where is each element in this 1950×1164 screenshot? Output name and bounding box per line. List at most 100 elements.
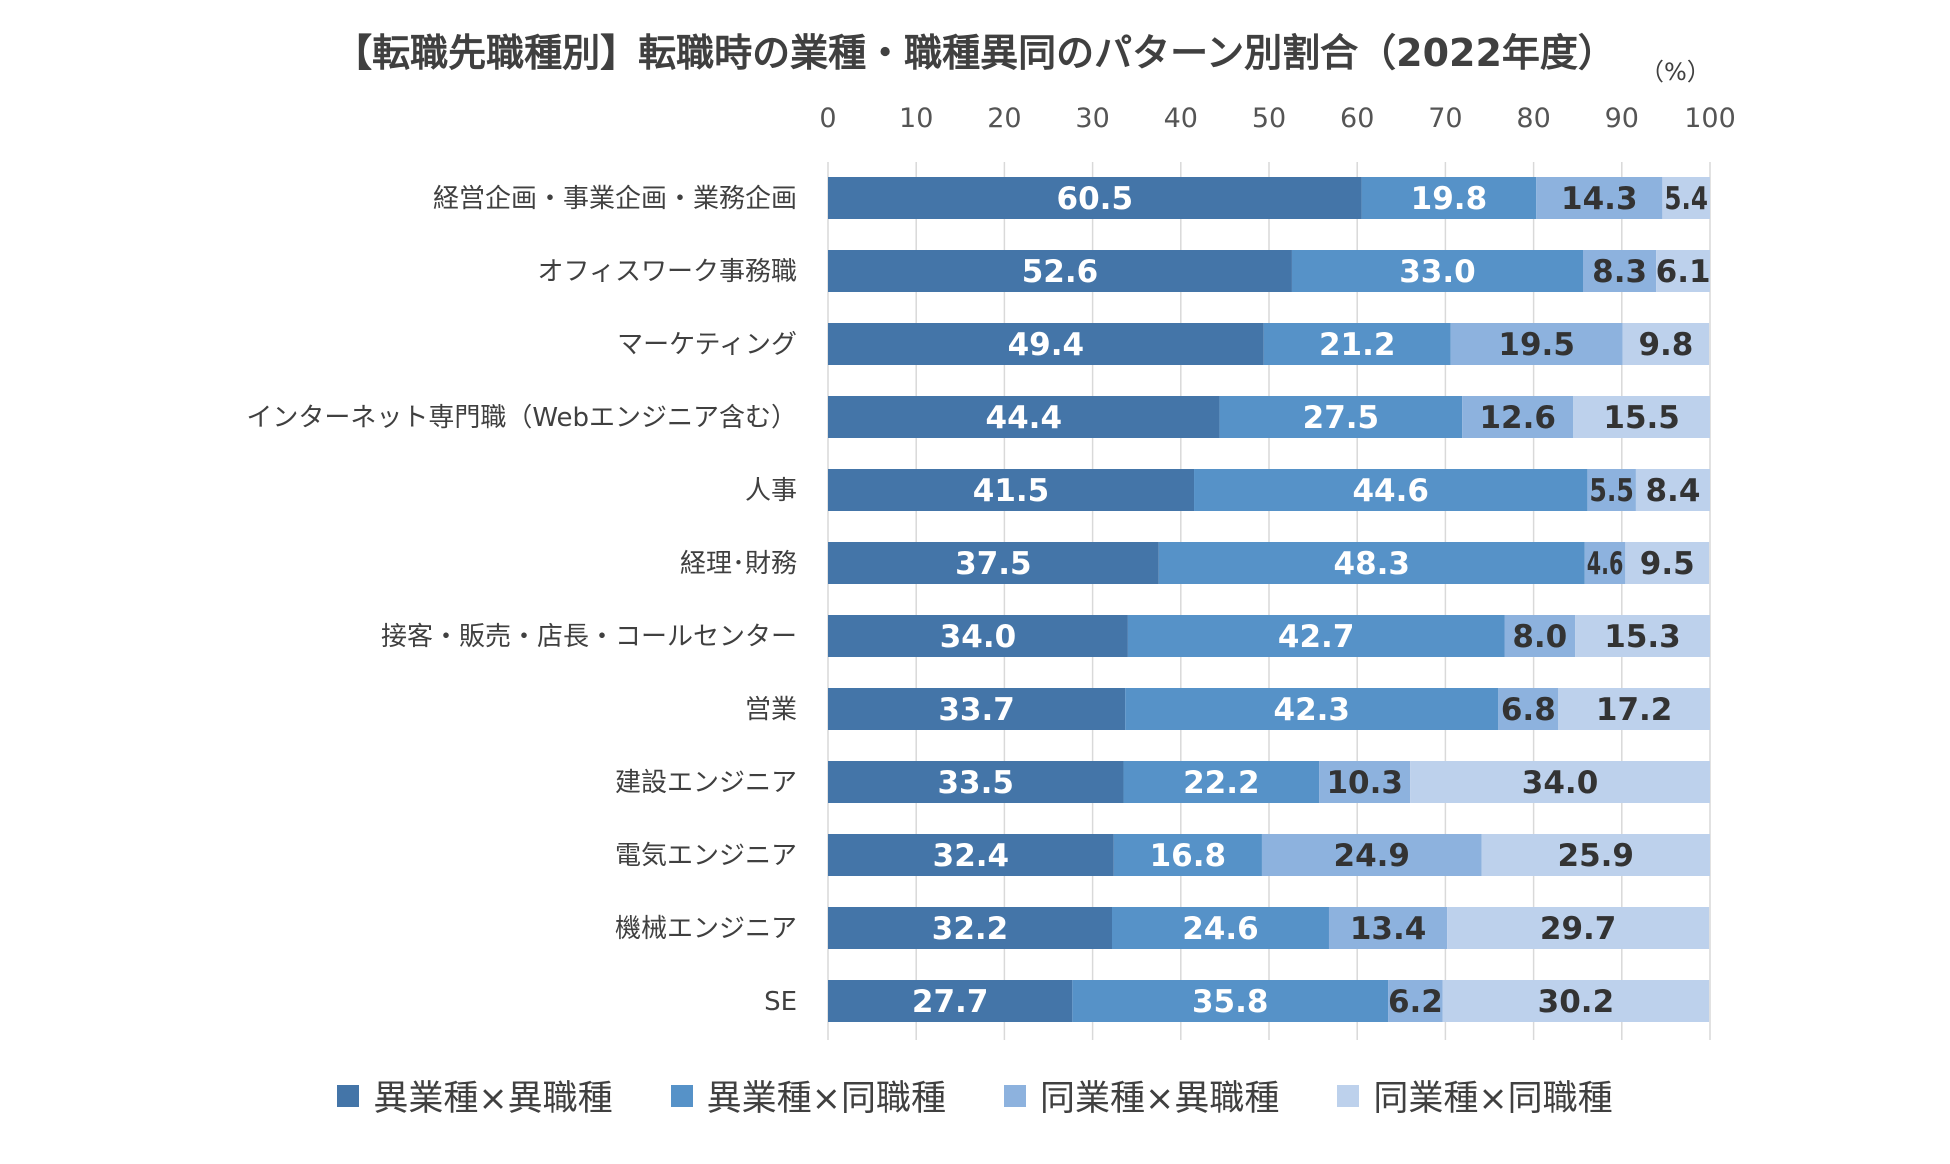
bar-segment <box>1123 761 1320 803</box>
x-tick-label: 80 <box>1516 103 1550 134</box>
bar-segment <box>828 688 1126 730</box>
bar-segment <box>1328 907 1448 949</box>
legend-label: 異業種×同職種 <box>706 1079 946 1119</box>
data-label: 33.0 <box>1399 254 1476 290</box>
bar-segment <box>828 542 1159 584</box>
legend-swatch <box>1004 1084 1026 1107</box>
bar-segment <box>1113 834 1262 876</box>
data-label: 12.6 <box>1479 400 1556 436</box>
data-label: 33.5 <box>937 765 1014 801</box>
data-label: 42.3 <box>1274 692 1351 728</box>
category-label: インターネット専門職（Webエンジニア含む） <box>246 403 797 433</box>
bar-segment <box>1072 980 1389 1022</box>
bar-segment <box>1319 761 1411 803</box>
legend-swatch <box>1337 1084 1360 1107</box>
bar-segment <box>1112 907 1329 949</box>
bar-segment <box>828 907 1113 949</box>
bar-segment <box>1125 688 1499 730</box>
bar-segment <box>1662 177 1710 219</box>
data-label: 35.8 <box>1192 984 1269 1020</box>
category-label: SE <box>764 987 797 1017</box>
legend-item: 異業種×同職種 <box>670 1070 946 1121</box>
category-label: 機械エンジニア <box>615 914 797 944</box>
data-label: 14.3 <box>1561 181 1638 217</box>
category-label: 人事 <box>745 476 797 506</box>
data-label: 22.2 <box>1183 765 1260 801</box>
bar-segment <box>1575 615 1710 657</box>
bar-segment <box>1582 250 1657 292</box>
data-label: 19.5 <box>1498 327 1575 363</box>
x-tick-label: 40 <box>1164 103 1198 134</box>
data-label: 15.3 <box>1604 619 1681 655</box>
data-label: 41.5 <box>973 473 1050 509</box>
bar-segment <box>1291 250 1583 292</box>
x-tick-label: 30 <box>1075 103 1109 134</box>
x-tick-label: 50 <box>1252 103 1286 134</box>
legend-label: 異業種×異職種 <box>373 1079 613 1119</box>
data-label: 9.8 <box>1638 327 1693 363</box>
data-label: 21.2 <box>1319 327 1396 363</box>
x-tick-label: 20 <box>987 103 1021 134</box>
data-label: 32.4 <box>933 838 1010 874</box>
bar-segment <box>1573 396 1710 438</box>
data-label: 42.7 <box>1278 619 1355 655</box>
category-label: 接客・販売・店長・コールセンター <box>381 622 797 652</box>
bar-segment <box>1410 761 1710 803</box>
data-label: 34.0 <box>940 619 1017 655</box>
data-label: 10.3 <box>1326 765 1403 801</box>
bar-segment <box>1558 688 1710 730</box>
bar-segment <box>1127 615 1505 657</box>
legend-label: 同業種×異職種 <box>1040 1079 1280 1119</box>
bar-segment <box>1536 177 1663 219</box>
bar-segment <box>1442 980 1710 1022</box>
data-label: 16.8 <box>1150 838 1227 874</box>
bar-segment <box>1498 688 1559 730</box>
category-label: 建設エンジニア <box>615 768 797 798</box>
data-label: 33.7 <box>938 692 1015 728</box>
data-label: 29.7 <box>1540 911 1617 947</box>
bar-segment <box>1388 980 1443 1022</box>
x-tick-label: 60 <box>1340 103 1374 134</box>
bar-segment <box>828 469 1195 511</box>
data-label: 6.1 <box>1656 254 1711 290</box>
data-label: 52.6 <box>1022 254 1099 290</box>
data-label: 8.4 <box>1645 473 1700 509</box>
data-label: 5.4 <box>1664 181 1708 217</box>
data-label: 44.6 <box>1352 473 1429 509</box>
category-label: 経理･財務 <box>680 549 797 579</box>
data-label: 60.5 <box>1057 181 1134 217</box>
x-tick-label: 100 <box>1684 103 1736 134</box>
data-label: 17.2 <box>1596 692 1673 728</box>
data-label: 25.9 <box>1558 838 1635 874</box>
data-label: 13.4 <box>1350 911 1427 947</box>
legend-swatch <box>337 1084 360 1107</box>
data-label: 6.8 <box>1501 692 1556 728</box>
data-label: 5.5 <box>1589 473 1634 509</box>
bar-segment <box>828 615 1128 657</box>
data-label: 34.0 <box>1522 765 1599 801</box>
legend-label: 同業種×同職種 <box>1373 1079 1613 1119</box>
data-label: 30.2 <box>1538 984 1615 1020</box>
category-label: マーケティング <box>617 330 797 360</box>
bar-segment <box>1584 542 1626 584</box>
data-label: 15.5 <box>1603 400 1680 436</box>
x-tick-label: 10 <box>899 103 933 134</box>
data-label: 24.9 <box>1334 838 1411 874</box>
data-label: 8.0 <box>1512 619 1567 655</box>
data-label: 8.3 <box>1592 254 1647 290</box>
data-label: 19.8 <box>1411 181 1488 217</box>
bar-segment <box>1462 396 1574 438</box>
bar-segment <box>828 834 1114 876</box>
data-label: 4.6 <box>1587 546 1624 582</box>
x-tick-label: 90 <box>1605 103 1639 134</box>
bar-segment <box>1158 542 1585 584</box>
bar-segment <box>1587 469 1636 511</box>
data-label: 37.5 <box>955 546 1032 582</box>
bar-segment <box>828 177 1362 219</box>
data-label: 9.5 <box>1640 546 1695 582</box>
bar-segment <box>1219 396 1463 438</box>
bar-segment <box>828 396 1220 438</box>
category-label: 経営企画・事業企画・業務企画 <box>433 184 797 214</box>
